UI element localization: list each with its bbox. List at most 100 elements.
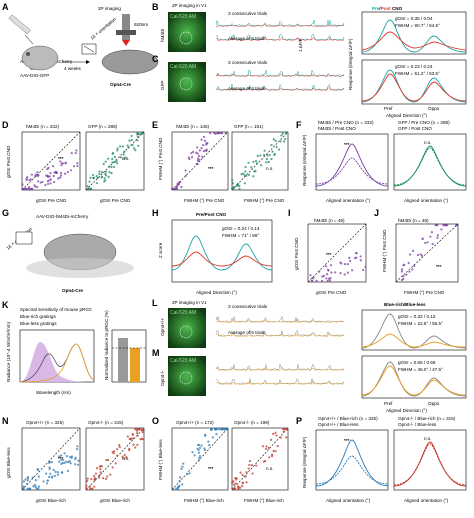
h-ylabel: Z score — [158, 242, 163, 258]
scatter-point — [26, 487, 29, 490]
scatter-point — [76, 161, 79, 165]
scatter-point — [68, 459, 71, 463]
scatter-point — [343, 273, 346, 276]
trials-label-c: 3 consecutive trials — [228, 60, 268, 65]
trials-label-b: 3 consecutive trials — [228, 11, 268, 16]
panel-o: O Opn4+/+ (n = 172) Opn4-/- (n = 199) **… — [152, 416, 289, 503]
panel-c-side: GFP — [160, 81, 165, 90]
gosi-c: gOSI = 0.23 / 0.24 — [395, 64, 433, 69]
scatter-point — [104, 172, 107, 176]
scatter-point — [208, 444, 211, 447]
scatter-point — [122, 153, 125, 156]
scatter-point — [238, 184, 241, 188]
scatter-point — [77, 459, 80, 462]
scatter-point — [103, 177, 106, 180]
e-ns: n.s. — [266, 166, 273, 171]
panel-a: A AAV-DIO-hM4Di-mCherry or AAV-DIO-GFP 4… — [2, 2, 159, 87]
scatter-point — [47, 182, 50, 186]
scatter-point — [355, 252, 358, 255]
scatter-point — [282, 430, 285, 433]
scatter-point — [65, 455, 68, 458]
scatter-point — [85, 487, 88, 490]
scatter-point — [140, 428, 143, 431]
scatter-point — [98, 476, 101, 479]
scatter-point — [54, 470, 57, 474]
scatter-point — [175, 487, 178, 490]
panel-letter-o: O — [152, 416, 159, 426]
m-pref: Pref — [384, 401, 393, 406]
scatter-point — [116, 162, 119, 165]
panel-b-title: 2P imaging in V1 — [172, 3, 207, 8]
scatter-point — [215, 428, 218, 431]
scatter-point — [52, 165, 55, 168]
n-left-title: Opn4+/+ (n = 326) — [26, 420, 64, 425]
scatter-point — [218, 132, 221, 135]
scatter-point — [188, 158, 191, 161]
scatter-point — [48, 475, 51, 479]
scatter-point — [241, 484, 244, 487]
panel-letter-k: K — [2, 300, 9, 310]
scatter-point — [245, 481, 248, 484]
d-right-axes — [85, 131, 145, 191]
scatter-point — [45, 472, 48, 475]
scatter-point — [220, 132, 223, 135]
scatter-point — [116, 149, 119, 152]
scatter-point — [364, 265, 367, 268]
scatter-point — [76, 164, 79, 167]
scatter-point — [359, 259, 362, 262]
scatter-point — [274, 450, 277, 453]
scatter-point — [50, 476, 54, 479]
l-gosi: gOSI = 0.32 / 0.12 — [398, 314, 436, 319]
scatter-point — [346, 271, 349, 274]
scatter-point — [26, 479, 29, 482]
micrograph-l — [168, 308, 206, 348]
scatter-point — [92, 177, 95, 180]
m-side: Opn4-/- — [160, 370, 165, 386]
p-ns: n.s. — [424, 436, 431, 441]
scatter-point — [107, 157, 110, 160]
panel-letter-m: M — [152, 348, 160, 358]
scatter-point — [99, 468, 102, 471]
scatter-point — [244, 475, 247, 478]
panel-letter-h: H — [152, 208, 159, 218]
scatter-point — [129, 437, 132, 440]
scatter-point — [285, 428, 288, 431]
monitor-icon — [81, 43, 97, 55]
p-ylabel: Response (integral ΔF/F) — [302, 436, 307, 488]
scatter-point — [247, 467, 250, 470]
scatter-point — [37, 180, 40, 183]
d-xlabel-2: gOSI Pre CNO — [100, 198, 131, 203]
scatter-point — [262, 153, 266, 157]
scatter-point — [269, 438, 273, 441]
j-ylabel: FWHM (°) Post CNO — [382, 229, 387, 272]
scatter-point — [86, 185, 89, 188]
n-xlabel: gOSI Blue-rich — [36, 498, 66, 503]
scatter-point — [39, 181, 42, 184]
scatter-point — [96, 176, 99, 179]
panel-g: G AAV-DIO-hM4Di-mCherry 16 × orientation… — [2, 208, 134, 293]
o-xlabel: FWHM (°) Blue-rich — [184, 498, 224, 503]
scatter-point — [176, 182, 179, 185]
scatter-point — [88, 485, 92, 488]
scatter-point — [275, 434, 278, 437]
scatter-point — [191, 451, 194, 454]
legend-b: Pre/Post CNO — [372, 6, 403, 11]
scatter-point — [86, 187, 90, 190]
scatter-point — [196, 163, 199, 166]
scatter-point — [110, 165, 113, 169]
scatter-point — [33, 483, 37, 487]
scatter-point — [203, 433, 207, 436]
scatter-point — [61, 162, 65, 165]
scatter-point — [280, 134, 283, 137]
scatter-n-wt — [22, 445, 80, 490]
scatter-point — [59, 174, 63, 177]
scatter-point — [125, 456, 128, 459]
scatter-point — [430, 230, 434, 234]
scatter-point — [61, 461, 64, 465]
scatter-point — [276, 444, 279, 448]
d-ns: n.s. — [122, 156, 129, 161]
scatter-point — [110, 171, 113, 175]
calcium-trace — [215, 87, 345, 92]
scatter-point — [190, 152, 193, 155]
k-bar-blue-less — [130, 348, 140, 382]
